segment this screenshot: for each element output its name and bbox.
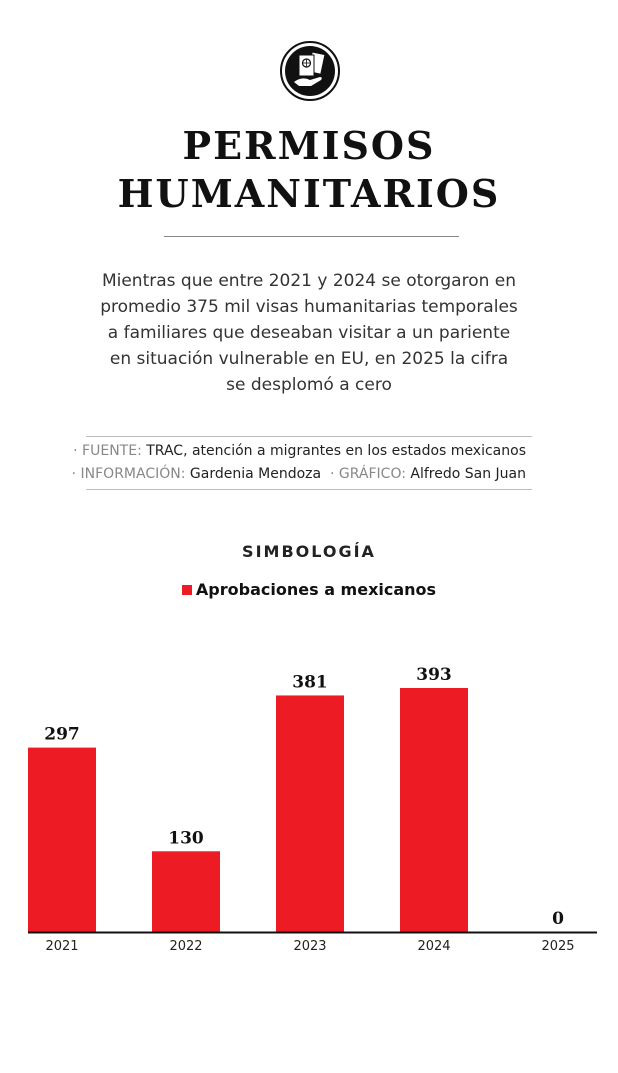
x-tick-2025: 2025 xyxy=(541,939,574,954)
value-label-2021: 297 xyxy=(44,725,80,745)
author-credits: · INFORMACIÓN: Gardenia Mendoza · GRÁFIC… xyxy=(72,466,526,482)
title-line-2: HUMANITARIOS xyxy=(117,171,501,216)
graphic-value: Alfredo San Juan xyxy=(410,466,526,482)
description: Mientras que entre 2021 y 2024 se otorga… xyxy=(100,271,518,395)
value-label-2025: 0 xyxy=(552,909,564,929)
passport-hand-icon xyxy=(280,41,340,101)
legend: Aprobaciones a mexicanos xyxy=(0,580,618,599)
source-value: TRAC, atención a migrantes en los estado… xyxy=(146,443,526,459)
legend-title: SIMBOLOGÍA xyxy=(242,542,376,561)
value-label-2022: 130 xyxy=(168,828,204,848)
source-credit: · FUENTE: TRAC, atención a migrantes en … xyxy=(73,443,526,459)
info-label: · INFORMACIÓN: xyxy=(71,466,186,482)
source-label: · FUENTE: xyxy=(73,443,142,459)
bar-2021 xyxy=(28,747,96,932)
title-line-1: PERMISOS xyxy=(182,123,436,168)
info-value: Gardenia Mendoza xyxy=(189,466,322,482)
divider xyxy=(86,489,532,490)
bar-2024 xyxy=(400,688,468,932)
x-tick-2021: 2021 xyxy=(45,939,78,954)
page-title: PERMISOS HUMANITARIOS xyxy=(0,122,618,218)
value-label-2023: 381 xyxy=(292,672,328,692)
x-tick-2024: 2024 xyxy=(417,939,450,954)
value-label-2024: 393 xyxy=(416,665,452,685)
bar-2022 xyxy=(152,851,220,932)
divider xyxy=(86,436,532,437)
bar-2023 xyxy=(276,695,344,932)
graphic-label: · GRÁFICO: xyxy=(330,466,406,482)
x-tick-2023: 2023 xyxy=(293,939,326,954)
divider xyxy=(164,236,459,237)
legend-label: Aprobaciones a mexicanos xyxy=(195,580,437,599)
legend-swatch xyxy=(181,585,192,595)
x-tick-2022: 2022 xyxy=(169,939,202,954)
